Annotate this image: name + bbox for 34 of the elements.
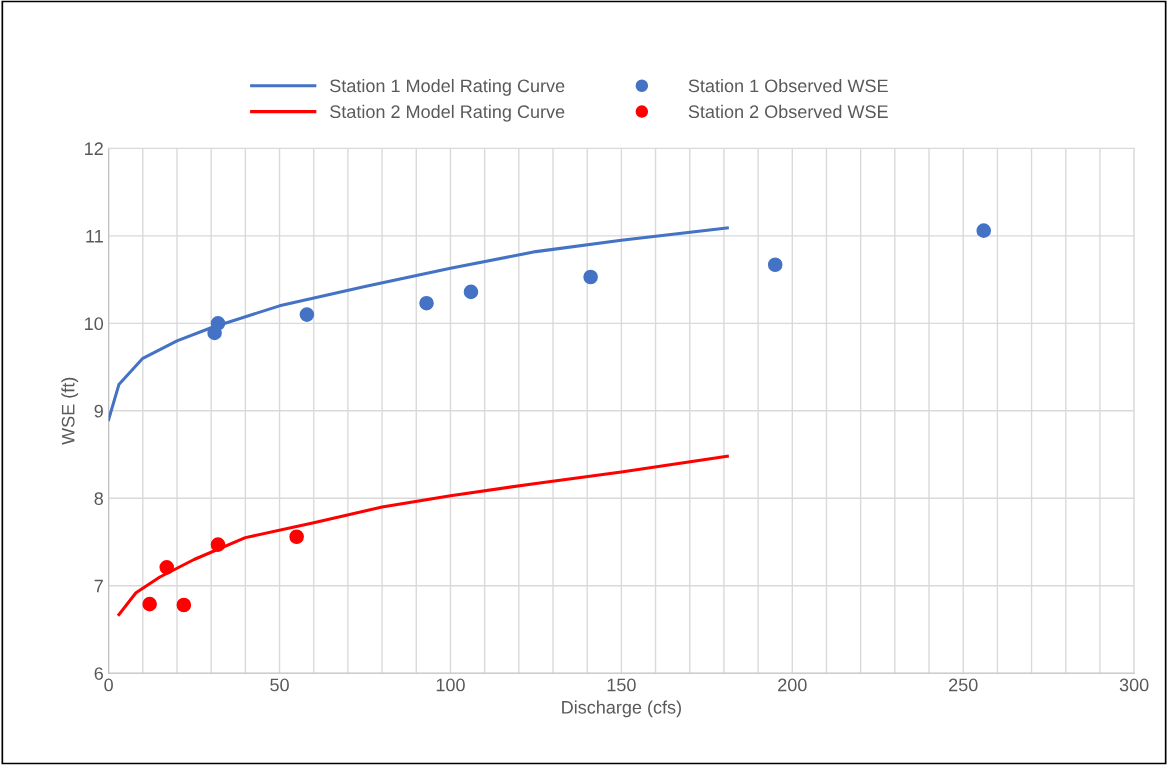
point	[419, 295, 434, 311]
x-tick-label: 50	[270, 678, 289, 692]
legend-label: Station 2 Model Rating Curve	[330, 104, 565, 122]
legend-label: Station 1 Observed WSE	[688, 78, 888, 93]
y-tick-label: 8	[94, 492, 103, 505]
point	[976, 223, 992, 238]
point	[299, 307, 315, 322]
point	[463, 284, 479, 300]
legend-label: Station 1 Model Rating Curve	[330, 78, 565, 96]
x-tick-label: 100	[436, 678, 465, 692]
x-axis-title: Discharge (cfs)	[562, 700, 681, 718]
y-tick-label: 9	[94, 404, 103, 418]
legend-label: Station 2 Observed WSE	[688, 104, 888, 119]
point	[583, 269, 598, 285]
x-tick-label: 250	[949, 678, 978, 692]
line-series	[117, 454, 729, 617]
y-tick-label: 7	[94, 579, 103, 593]
line-series	[108, 226, 729, 422]
x-tick-label: 150	[607, 678, 636, 692]
y-tick-label: 11	[86, 230, 103, 243]
y-tick-label: 12	[85, 142, 103, 155]
point	[159, 560, 175, 575]
x-tick-label: 0	[104, 678, 113, 692]
x-tick-label: 200	[778, 678, 807, 692]
point	[289, 529, 304, 545]
y-axis-title: WSE (ft)	[61, 377, 79, 445]
point	[142, 596, 157, 612]
x-tick-label: 300	[1119, 678, 1149, 692]
point	[767, 257, 783, 273]
y-tick-label: 10	[85, 317, 104, 331]
y-tick-label: 6	[94, 667, 103, 680]
point	[176, 597, 192, 613]
point	[210, 316, 226, 331]
point	[210, 537, 226, 552]
